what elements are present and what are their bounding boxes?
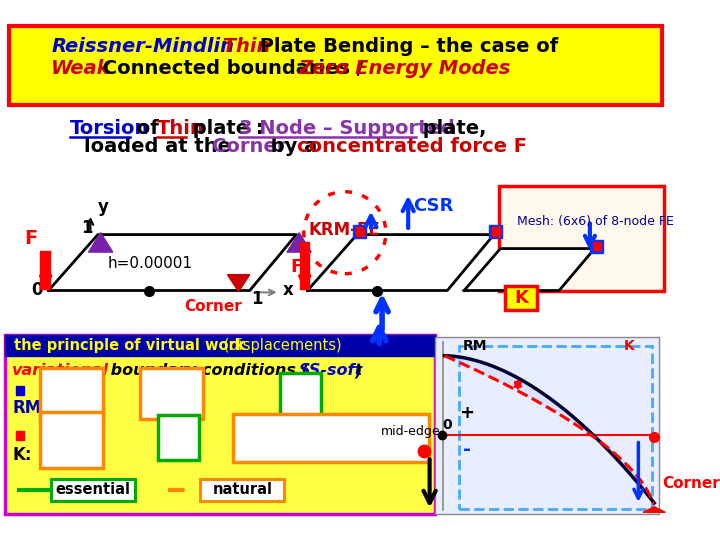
Text: x: x [282, 281, 293, 299]
Bar [492, 227, 500, 235]
Text: +: + [459, 404, 474, 422]
FancyBboxPatch shape [505, 286, 537, 310]
Text: Torsion: Torsion [70, 119, 149, 138]
FancyBboxPatch shape [200, 479, 284, 501]
FancyBboxPatch shape [40, 368, 104, 419]
Bar [490, 225, 503, 238]
Text: 1: 1 [251, 289, 263, 308]
Text: -: - [463, 441, 471, 460]
Text: CSR: CSR [413, 197, 453, 215]
Text: F: F [24, 229, 37, 248]
FancyBboxPatch shape [435, 337, 659, 514]
FancyBboxPatch shape [40, 411, 104, 468]
Bar [300, 242, 310, 289]
Text: Thin: Thin [156, 119, 204, 138]
Text: 0: 0 [32, 281, 43, 299]
FancyBboxPatch shape [233, 414, 428, 462]
Bar [356, 227, 364, 235]
Bar [16, 431, 24, 440]
FancyBboxPatch shape [9, 26, 662, 105]
Polygon shape [287, 233, 311, 252]
Polygon shape [307, 234, 494, 291]
Text: (displacements): (displacements) [219, 338, 341, 353]
Text: plate,: plate, [415, 119, 486, 138]
Text: y: y [98, 198, 109, 216]
Text: h=0.00001: h=0.00001 [107, 256, 192, 271]
Text: 1: 1 [81, 219, 93, 237]
Text: Thin: Thin [216, 37, 271, 56]
Text: by a: by a [264, 138, 324, 157]
Text: of: of [130, 119, 166, 138]
Text: concentrated force F: concentrated force F [297, 138, 527, 157]
Text: Corner: Corner [212, 138, 287, 157]
FancyBboxPatch shape [4, 335, 435, 514]
Text: K:: K: [12, 446, 32, 463]
Text: the principle of virtual work: the principle of virtual work [14, 338, 246, 353]
Bar [40, 251, 50, 289]
Text: essential: essential [55, 482, 131, 497]
Text: SS-soft: SS-soft [299, 363, 364, 378]
Text: 0: 0 [443, 418, 452, 433]
Bar [593, 242, 601, 251]
Bar [16, 387, 24, 395]
Text: Mesh: (6x6) of 8-node FE: Mesh: (6x6) of 8-node FE [517, 215, 674, 228]
FancyBboxPatch shape [158, 415, 199, 460]
FancyBboxPatch shape [279, 373, 320, 415]
Bar [354, 225, 366, 238]
Text: F: F [291, 258, 303, 276]
Polygon shape [48, 234, 297, 291]
Text: plate :: plate : [186, 119, 271, 138]
Polygon shape [643, 507, 665, 512]
Bar [590, 240, 603, 253]
Text: Plate Bending – the case of: Plate Bending – the case of [253, 37, 559, 56]
Text: loaded at the: loaded at the [84, 138, 238, 157]
Polygon shape [89, 233, 113, 252]
FancyBboxPatch shape [498, 186, 665, 291]
Text: KRM-FE: KRM-FE [309, 221, 381, 239]
Bar [4, 335, 435, 356]
Text: ): ) [354, 363, 361, 378]
Text: natural: natural [212, 482, 272, 497]
Text: Corner: Corner [184, 299, 242, 314]
FancyBboxPatch shape [51, 479, 135, 501]
Text: 3 Node – Supported: 3 Node – Supported [238, 119, 454, 138]
Text: RM:: RM: [12, 399, 48, 417]
Text: Weak: Weak [51, 59, 111, 78]
Polygon shape [228, 275, 250, 292]
Text: K: K [624, 339, 634, 353]
Text: K: K [514, 289, 528, 307]
Text: Connected boundaries /: Connected boundaries / [96, 59, 371, 78]
Text: Reissner-Mindlin: Reissner-Mindlin [51, 37, 234, 56]
Text: variational: variational [12, 363, 109, 378]
Text: RM: RM [463, 339, 487, 353]
Text: mid-edge: mid-edge [381, 425, 441, 438]
Text: boundary conditions (: boundary conditions ( [105, 363, 309, 378]
Text: Zero Energy Modes: Zero Energy Modes [298, 59, 510, 78]
FancyBboxPatch shape [140, 368, 203, 419]
Polygon shape [464, 248, 595, 291]
Text: Corner: Corner [662, 476, 720, 491]
